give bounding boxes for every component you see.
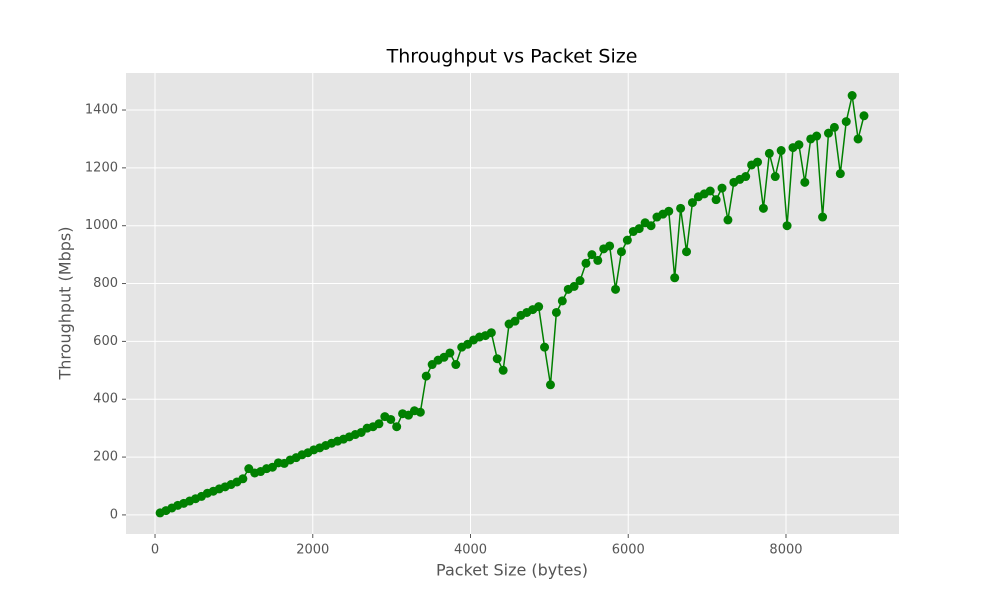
data-point (764, 148, 774, 158)
data-point (705, 186, 715, 196)
data-point (238, 474, 248, 484)
data-point (569, 281, 579, 291)
data-point (551, 307, 561, 317)
data-point (829, 122, 839, 132)
data-point (486, 328, 496, 338)
data-point (581, 258, 591, 268)
data-point (498, 365, 508, 375)
data-point (717, 183, 727, 193)
data-point (545, 380, 555, 390)
data-point (853, 134, 863, 144)
data-point (847, 91, 857, 101)
y-tick-label: 1000 (85, 218, 118, 233)
data-point (605, 241, 615, 251)
data-point (510, 316, 520, 326)
y-tick-label: 600 (93, 334, 118, 349)
data-point (664, 206, 674, 216)
y-tick-label: 0 (110, 507, 118, 522)
data-point (374, 419, 384, 429)
y-tick-label: 1400 (85, 103, 118, 118)
data-point (451, 360, 461, 370)
data-point (593, 255, 603, 265)
data-point (782, 221, 792, 231)
data-point (770, 172, 780, 182)
data-point (711, 195, 721, 205)
data-point (557, 296, 567, 306)
y-tick-label: 800 (93, 276, 118, 291)
data-point (622, 235, 632, 245)
chart-title: Throughput vs Packet Size (386, 46, 638, 68)
y-tick-label: 1200 (85, 160, 118, 175)
data-point (415, 407, 425, 417)
y-tick-label: 200 (93, 450, 118, 465)
plot-area (126, 73, 899, 534)
data-point (794, 140, 804, 150)
data-point (646, 221, 656, 231)
x-tick-label: 6000 (612, 543, 645, 558)
data-point (540, 342, 550, 352)
data-point (575, 276, 585, 286)
data-point (800, 177, 810, 187)
data-point (687, 198, 697, 208)
data-point (841, 117, 851, 127)
data-point (676, 203, 686, 213)
data-point (445, 348, 455, 358)
data-point (611, 284, 621, 294)
data-point (758, 203, 768, 213)
x-tick-label: 0 (151, 543, 159, 558)
data-point (682, 247, 692, 257)
data-point (818, 212, 828, 222)
data-point (741, 172, 751, 182)
data-point (587, 250, 597, 260)
y-axis-label: Throughput (Mbps) (56, 227, 75, 381)
x-axis-label: Packet Size (bytes) (436, 561, 588, 580)
data-point (534, 302, 544, 312)
data-point (823, 128, 833, 138)
data-point (634, 224, 644, 234)
x-tick-label: 2000 (296, 543, 329, 558)
data-point (723, 215, 733, 225)
data-point (670, 273, 680, 283)
data-point (753, 157, 763, 167)
data-point (812, 131, 822, 141)
data-point (492, 354, 502, 364)
data-point (421, 371, 431, 381)
x-tick-label: 4000 (454, 543, 487, 558)
data-point (392, 422, 402, 432)
data-point (859, 111, 869, 121)
data-point (386, 414, 396, 424)
y-tick-label: 400 (93, 392, 118, 407)
data-point (776, 146, 786, 156)
x-tick-label: 8000 (769, 543, 802, 558)
data-point (616, 247, 626, 257)
data-point (835, 169, 845, 179)
